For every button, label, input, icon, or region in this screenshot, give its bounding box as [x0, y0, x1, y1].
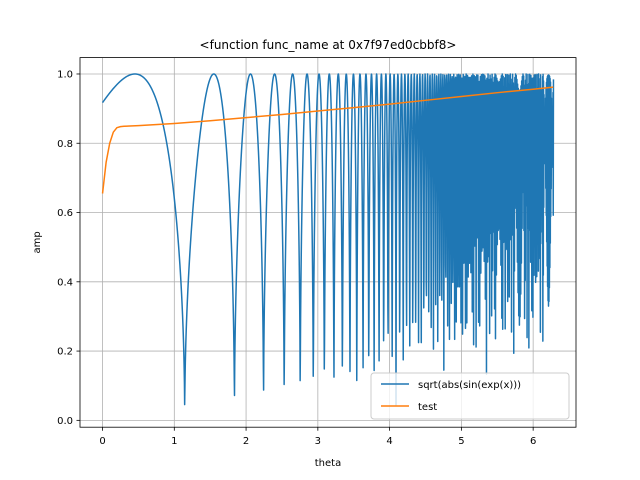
x-tick-label: 3 — [315, 436, 321, 447]
x-tick-label: 5 — [458, 436, 464, 447]
x-tick-label: 2 — [243, 436, 249, 447]
x-tick-label: 4 — [386, 436, 392, 447]
series-line-sqrt — [101, 73, 555, 406]
x-tick-label: 1 — [171, 436, 177, 447]
series-line-test — [101, 86, 554, 194]
legend-label-sqrt: sqrt(abs(sin(exp(x))) — [418, 380, 521, 391]
y-tick-label: 0.8 — [57, 139, 73, 150]
chart-title: <function func_name at 0x7f97ed0cbbf8> — [200, 38, 457, 52]
y-tick-label: 0.0 — [57, 416, 73, 427]
y-tick-label: 0.6 — [57, 208, 73, 219]
legend-label-test: test — [418, 402, 437, 413]
plot-frame — [79, 57, 577, 428]
y-axis-label: amp — [32, 231, 43, 253]
x-axis-label: theta — [315, 458, 341, 469]
legend: sqrt(abs(sin(exp(x))) test — [370, 372, 570, 420]
x-tick-label: 0 — [99, 436, 105, 447]
y-tick-label: 0.4 — [57, 277, 73, 288]
series-layer — [101, 73, 555, 406]
ticks: 0 1 2 3 4 5 6 0.0 0.2 0.4 0.6 0.8 1.0 — [57, 69, 536, 447]
y-tick-label: 0.2 — [57, 347, 73, 358]
x-tick-label: 6 — [530, 436, 536, 447]
legend-frame — [370, 372, 570, 420]
y-tick-label: 1.0 — [57, 69, 73, 80]
